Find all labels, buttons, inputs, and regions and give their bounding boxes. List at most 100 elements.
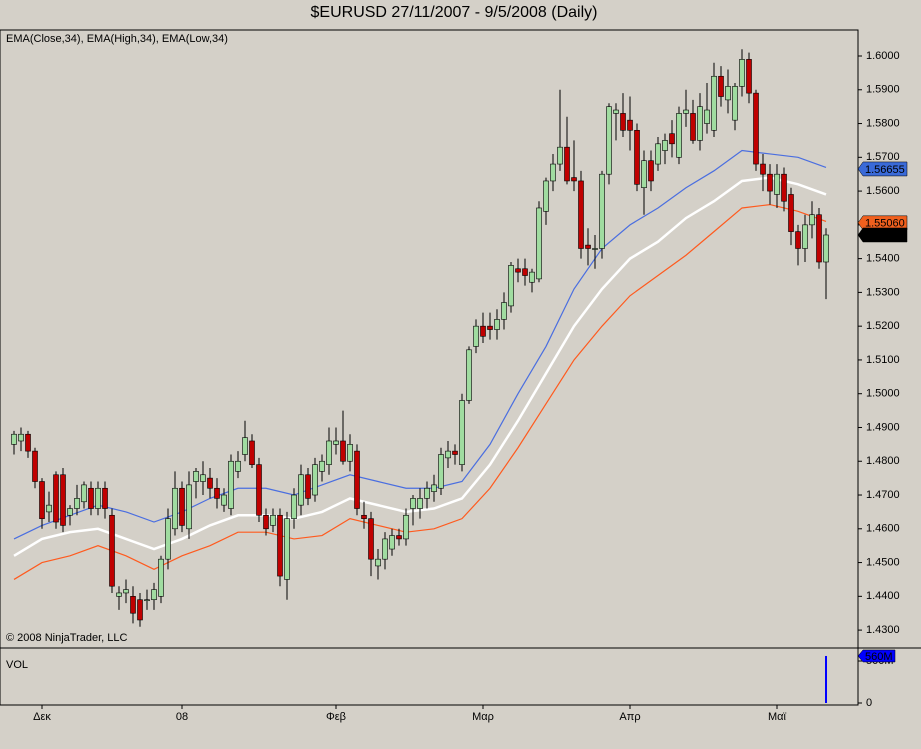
candle-body	[515, 268, 521, 273]
y-tick-label: 1.5000	[866, 388, 900, 400]
candle-body	[319, 460, 325, 472]
candle-body	[802, 224, 808, 249]
candle-body	[312, 464, 318, 496]
candle-body	[529, 271, 535, 283]
price-flag	[857, 215, 908, 231]
candle-body	[690, 113, 696, 141]
candle-body	[571, 177, 577, 182]
candle-body	[375, 558, 381, 567]
candle-body	[557, 146, 563, 165]
candle-body	[585, 244, 591, 249]
candle-body	[116, 592, 122, 597]
candle-body	[193, 471, 199, 482]
candle-body	[487, 325, 493, 330]
candle-body	[95, 487, 101, 509]
candle-body	[697, 106, 703, 141]
price-flag	[857, 161, 908, 177]
candle-body	[172, 487, 178, 530]
candle-body	[508, 265, 514, 307]
candle-body	[158, 558, 164, 597]
candle-body	[88, 487, 94, 509]
candle-body	[683, 109, 689, 114]
candle-body	[781, 173, 787, 202]
candle-body	[410, 498, 416, 509]
y-tick-label: 1.4500	[866, 556, 900, 568]
candle-body	[214, 487, 220, 499]
candle-body	[606, 106, 612, 175]
candle-body	[739, 59, 745, 87]
candle-body	[466, 349, 472, 401]
candle-body	[725, 86, 731, 101]
candle-body	[102, 487, 108, 509]
candle-body	[32, 450, 38, 482]
candle-body	[480, 325, 486, 337]
candle-body	[11, 433, 17, 445]
price-flag-label: 1.56655	[865, 164, 905, 176]
candle-body	[648, 160, 654, 182]
candle-body	[767, 173, 773, 192]
candle-body	[543, 180, 549, 212]
volume-tick-label: 0	[866, 697, 872, 709]
candle-body	[592, 248, 598, 250]
candle-body	[704, 109, 710, 124]
candle-body	[81, 484, 87, 503]
candle-body	[354, 450, 360, 509]
y-tick-label: 1.5600	[866, 185, 900, 197]
candle-body	[403, 514, 409, 540]
y-tick-label: 1.4900	[866, 421, 900, 433]
candle-body	[382, 538, 388, 560]
x-tick-label: Απρ	[619, 711, 640, 723]
candle-body	[151, 589, 157, 601]
x-tick-label: Μαρ	[472, 711, 494, 723]
candle-body	[291, 494, 297, 519]
candle-body	[599, 173, 605, 249]
candle-body	[550, 163, 556, 182]
candle-body	[564, 146, 570, 182]
candle-body	[494, 319, 500, 330]
candle-body	[263, 514, 269, 530]
candle-body	[67, 508, 73, 516]
candle-body	[207, 477, 213, 489]
candle-body	[249, 440, 255, 465]
candle-body	[634, 129, 640, 185]
candle-body	[718, 75, 724, 97]
candle-body	[746, 59, 752, 94]
candle-body	[242, 437, 248, 455]
candle-body	[732, 86, 738, 121]
y-tick-label: 1.6000	[866, 50, 900, 62]
candle-body	[389, 535, 395, 550]
chart-title: $EURUSD 27/11/2007 - 9/5/2008 (Daily)	[311, 4, 598, 21]
y-tick-label: 1.4600	[866, 523, 900, 535]
candle-body	[39, 481, 45, 519]
y-tick-label: 1.5300	[866, 286, 900, 298]
candle-body	[368, 518, 374, 560]
y-tick-label: 1.4400	[866, 590, 900, 602]
candle-body	[109, 514, 115, 587]
candle-body	[613, 109, 619, 114]
candle-body	[144, 599, 150, 602]
x-tick-label: 08	[176, 711, 188, 723]
y-tick-label: 1.5700	[866, 151, 900, 163]
volume-flag	[857, 649, 896, 663]
candle-body	[256, 464, 262, 516]
candle-body	[235, 460, 241, 472]
candle-body	[347, 444, 353, 462]
candle-body	[711, 75, 717, 131]
x-tick-label: Μαϊ	[768, 711, 787, 723]
candle-body	[74, 498, 80, 509]
candle-body	[270, 514, 276, 526]
price-flag-label: 1.5470	[865, 230, 899, 242]
candle-body	[130, 596, 136, 614]
candle-body	[459, 400, 465, 465]
candle-body	[438, 454, 444, 489]
price-flag	[857, 227, 908, 243]
y-tick-label: 1.4300	[866, 624, 900, 636]
candle-body	[816, 214, 822, 263]
candle-body	[641, 160, 647, 189]
candle-body	[53, 474, 59, 523]
candle-body	[326, 440, 332, 465]
volume-flag-label: 560M	[865, 651, 893, 663]
candle-body	[501, 302, 507, 320]
candle-body	[123, 589, 129, 594]
